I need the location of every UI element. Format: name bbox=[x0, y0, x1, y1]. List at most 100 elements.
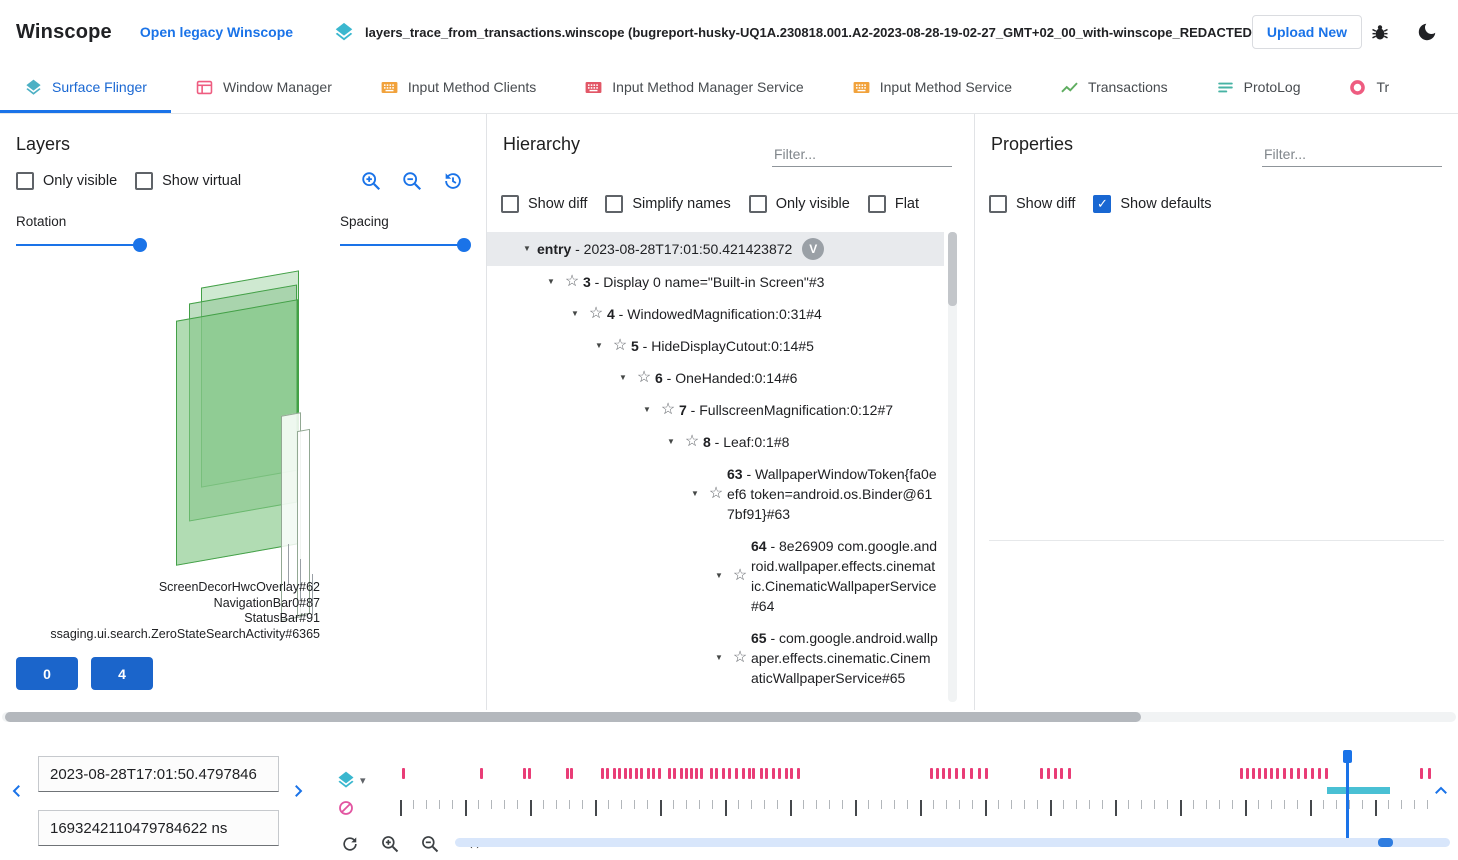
top-app-bar: Winscope Open legacy Winscope layers_tra… bbox=[0, 0, 1458, 64]
zoom-window-indicator[interactable] bbox=[1378, 838, 1394, 847]
tab-input-method-service[interactable]: Input Method Service bbox=[828, 64, 1036, 113]
open-legacy-winscope-link[interactable]: Open legacy Winscope bbox=[139, 24, 294, 40]
checkbox-box-show-defaults[interactable]: ✓ bbox=[1093, 195, 1112, 213]
checkbox-only-visible[interactable]: Only visible bbox=[748, 195, 850, 213]
refresh-timeline-icon[interactable] bbox=[340, 834, 360, 854]
timeline-zoom-in-icon[interactable] bbox=[380, 834, 400, 854]
ruler-tick bbox=[1089, 800, 1090, 809]
star-icon[interactable]: ☆ bbox=[588, 305, 604, 322]
checkbox-box-only-visible[interactable] bbox=[16, 172, 34, 190]
ruler-tick bbox=[933, 800, 934, 809]
tree-node-8[interactable]: ▼ ☆ 8 - Leaf:0:1#8 bbox=[487, 426, 944, 458]
reset-view-icon[interactable] bbox=[442, 170, 464, 192]
tree-node-65[interactable]: ▼ ☆ 65 - com.google.android.wallpaper.effe… bbox=[487, 622, 944, 694]
checkbox-box-show-diff[interactable] bbox=[989, 195, 1007, 213]
hierarchy-filter-input[interactable] bbox=[772, 142, 952, 167]
star-icon[interactable]: ☆ bbox=[684, 433, 700, 450]
horizontal-scrollbar-thumb[interactable] bbox=[5, 712, 1141, 722]
trace-filename: layers_trace_from_transactions.winscope … bbox=[365, 24, 1252, 40]
active-trace-selector[interactable]: ▾ bbox=[336, 770, 366, 790]
rotation-slider-thumb[interactable] bbox=[133, 238, 147, 252]
zoom-out-icon[interactable] bbox=[401, 170, 423, 192]
star-icon[interactable]: ☆ bbox=[612, 337, 628, 354]
checkbox-box-only-visible[interactable] bbox=[748, 195, 767, 213]
star-icon[interactable]: ☆ bbox=[708, 485, 724, 502]
timestamp-input-human[interactable] bbox=[38, 756, 279, 792]
tree-node-5[interactable]: ▼ ☆ 5 - HideDisplayCutout:0:14#5 bbox=[487, 330, 944, 362]
checkbox-simplify-names[interactable]: Simplify names bbox=[605, 195, 731, 213]
timeline-cursor[interactable] bbox=[1343, 750, 1353, 838]
expand-arrow-icon[interactable]: ▼ bbox=[523, 244, 531, 253]
tab-protolog[interactable]: ProtoLog bbox=[1192, 64, 1325, 113]
expand-arrow-icon[interactable]: ▼ bbox=[619, 373, 627, 382]
timeline-cursor-handle[interactable] bbox=[1343, 750, 1353, 763]
tree-node-3[interactable]: ▼ ☆ 3 - Display 0 name="Built-in Screen"#3 bbox=[487, 266, 944, 298]
timeline-zoom-track[interactable] bbox=[455, 838, 1450, 847]
hierarchy-tree[interactable]: ▼ entry - 2023-08-28T17:01:50.421423872 V ▼… bbox=[487, 232, 944, 708]
blocked-trace-icon[interactable] bbox=[337, 799, 355, 817]
checkbox-box-show-virtual[interactable] bbox=[135, 172, 154, 190]
expand-arrow-icon[interactable]: ▼ bbox=[715, 571, 723, 580]
previous-entry-button[interactable] bbox=[8, 782, 26, 805]
checkbox-box-simplify-names[interactable] bbox=[605, 195, 624, 213]
tab-surface-flinger[interactable]: Surface Flinger bbox=[0, 64, 171, 113]
tab-input-method-clients[interactable]: Input Method Clients bbox=[356, 64, 560, 113]
horizontal-scrollbar[interactable] bbox=[0, 710, 1458, 724]
checkbox-show-virtual[interactable]: Show virtual bbox=[135, 172, 241, 190]
tree-node-63[interactable]: ▼ ☆ 63 - WallpaperWindowToken{fa0eef6 toke… bbox=[487, 458, 944, 530]
star-icon[interactable]: ☆ bbox=[564, 273, 580, 290]
trace-event-tick bbox=[751, 768, 755, 779]
expand-timeline-button[interactable] bbox=[1432, 782, 1450, 805]
timeline-canvas[interactable] bbox=[400, 750, 1432, 842]
tree-node-6[interactable]: ▼ ☆ 6 - OneHanded:0:14#6 bbox=[487, 362, 944, 394]
tree-node-64[interactable]: ▼ ☆ 64 - 8e26909 com.google.android.wallpa… bbox=[487, 530, 944, 622]
properties-filter-input[interactable] bbox=[1262, 142, 1442, 167]
display-button-4[interactable]: 4 bbox=[91, 657, 153, 690]
tree-node-7[interactable]: ▼ ☆ 7 - FullscreenMagnification:0:12#7 bbox=[487, 394, 944, 426]
expand-arrow-icon[interactable]: ▼ bbox=[715, 653, 723, 662]
tab-transactions[interactable]: Transactions bbox=[1036, 64, 1192, 113]
expand-arrow-icon[interactable]: ▼ bbox=[595, 341, 603, 350]
display-button-0[interactable]: 0 bbox=[16, 657, 78, 690]
upload-new-button[interactable]: Upload New bbox=[1251, 15, 1362, 49]
star-icon[interactable]: ☆ bbox=[636, 369, 652, 386]
checkbox-show-diff[interactable]: Show diff bbox=[501, 195, 587, 213]
expand-arrow-icon[interactable]: ▼ bbox=[643, 405, 651, 414]
expand-arrow-icon[interactable]: ▼ bbox=[691, 489, 699, 498]
next-entry-button[interactable] bbox=[289, 782, 307, 805]
tree-node-entry[interactable]: ▼ entry - 2023-08-28T17:01:50.421423872 V bbox=[487, 232, 944, 266]
ruler-tick bbox=[738, 800, 739, 809]
checkbox-show-diff[interactable]: Show diff bbox=[989, 195, 1075, 213]
timeline-zoom-out-icon[interactable] bbox=[420, 834, 440, 854]
star-icon[interactable]: ☆ bbox=[732, 649, 748, 666]
ruler-tick bbox=[426, 800, 427, 809]
tab-tr[interactable]: Tr bbox=[1324, 64, 1413, 113]
zoom-in-icon[interactable] bbox=[360, 170, 382, 192]
checkbox-box-show-diff[interactable] bbox=[501, 195, 519, 213]
expand-arrow-icon[interactable]: ▼ bbox=[547, 277, 555, 286]
expand-arrow-icon[interactable]: ▼ bbox=[667, 437, 675, 446]
checkbox-box-flat[interactable] bbox=[867, 195, 886, 213]
rotation-slider[interactable] bbox=[16, 238, 147, 252]
spacing-slider-thumb[interactable] bbox=[457, 238, 471, 252]
properties-divider bbox=[989, 540, 1444, 541]
tab-window-manager[interactable]: Window Manager bbox=[171, 64, 356, 113]
hierarchy-scrollbar-thumb[interactable] bbox=[948, 232, 957, 306]
timeline-ruler[interactable] bbox=[400, 800, 1432, 826]
dark-mode-toggle[interactable] bbox=[1416, 21, 1438, 43]
timestamp-input-ns[interactable] bbox=[38, 810, 279, 846]
layer-rect-front[interactable] bbox=[176, 299, 298, 566]
star-icon[interactable]: ☆ bbox=[660, 401, 676, 418]
checkbox-show-defaults[interactable]: ✓ Show defaults bbox=[1093, 195, 1211, 213]
timeline-events[interactable] bbox=[400, 766, 1432, 782]
tab-input-method-manager-service[interactable]: Input Method Manager Service bbox=[560, 64, 827, 113]
ruler-tick bbox=[1323, 800, 1324, 809]
hierarchy-scrollbar[interactable] bbox=[948, 232, 957, 702]
tree-node-4[interactable]: ▼ ☆ 4 - WindowedMagnification:0:31#4 bbox=[487, 298, 944, 330]
star-icon[interactable]: ☆ bbox=[732, 567, 748, 584]
checkbox-only-visible[interactable]: Only visible bbox=[16, 172, 117, 190]
checkbox-flat[interactable]: Flat bbox=[867, 195, 919, 213]
spacing-slider[interactable] bbox=[340, 238, 471, 252]
expand-arrow-icon[interactable]: ▼ bbox=[571, 309, 579, 318]
bug-report-icon[interactable] bbox=[1370, 22, 1390, 42]
